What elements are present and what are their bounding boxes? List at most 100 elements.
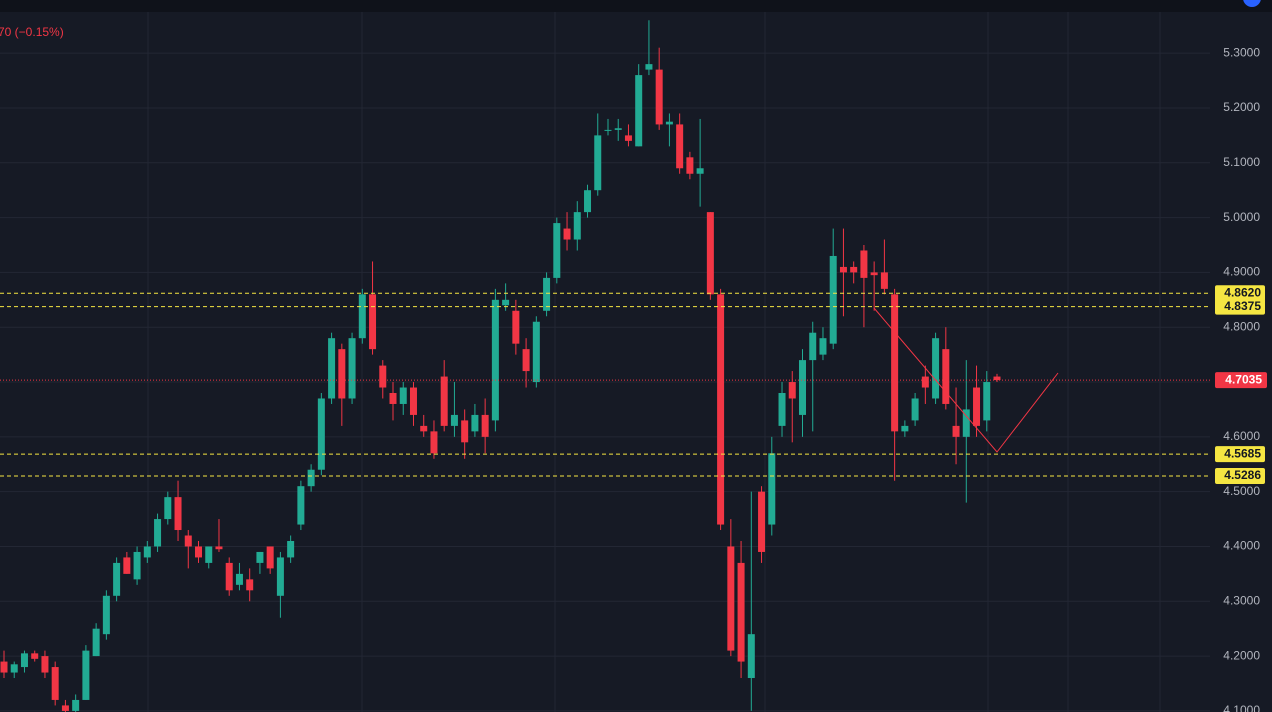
candle-body — [20, 653, 28, 668]
last-price-label: 4.7035 — [1225, 372, 1262, 386]
y-tick-label: 4.3000 — [1223, 593, 1260, 607]
candle-body — [307, 469, 315, 487]
candle-body — [174, 497, 182, 531]
level-label-bg — [1215, 446, 1265, 463]
candle-body — [10, 664, 18, 673]
top-toolbar — [0, 0, 1272, 12]
candle-body — [379, 365, 387, 388]
candle-body — [338, 349, 346, 399]
candle-body — [461, 420, 469, 443]
candle-body — [471, 414, 479, 432]
candle-body — [860, 250, 868, 278]
candle-body — [921, 376, 929, 388]
candle-body — [594, 135, 602, 191]
candle-body — [850, 266, 858, 273]
candle-body — [614, 128, 622, 130]
candle-body — [962, 409, 970, 437]
candle-body — [0, 661, 8, 673]
candle-body — [645, 64, 653, 70]
y-tick-label: 5.1000 — [1223, 155, 1260, 169]
candle-body — [512, 310, 520, 344]
candle-body — [502, 299, 510, 306]
y-tick-label: 5.3000 — [1223, 45, 1260, 59]
candle-body — [737, 562, 745, 662]
candle-body — [348, 338, 356, 399]
candle-body — [92, 628, 100, 657]
y-tick-label: 4.2000 — [1223, 648, 1260, 662]
candle-body — [563, 228, 571, 240]
level-label: 4.5286 — [1224, 468, 1261, 482]
candle-body — [635, 75, 643, 147]
header-change: 70 (−0.15%) — [0, 25, 64, 39]
candle-body — [184, 535, 192, 547]
candle-body — [727, 546, 735, 651]
candle-body — [880, 272, 888, 289]
candle-body — [41, 656, 49, 673]
candle-body — [143, 546, 151, 558]
candle-body — [839, 266, 847, 273]
y-tick-label: 4.5000 — [1223, 484, 1260, 498]
candle-body — [409, 387, 417, 415]
time-grid — [147, 12, 1161, 712]
candle-body — [604, 129, 612, 131]
candle-body — [717, 294, 725, 525]
candle-body — [553, 223, 561, 278]
candle-body — [768, 453, 776, 525]
candle-body — [584, 190, 592, 213]
candle-body — [696, 168, 704, 174]
level-label: 4.8620 — [1224, 285, 1261, 299]
candle-body — [758, 491, 766, 552]
candle-body — [788, 382, 796, 399]
candle-body — [430, 431, 438, 454]
level-label: 4.8375 — [1224, 299, 1261, 313]
candle-body — [440, 376, 448, 426]
plot — [0, 20, 1210, 712]
candle-body — [113, 562, 121, 596]
candle-body — [399, 387, 407, 404]
candle-body — [266, 546, 274, 569]
candle-body — [942, 349, 950, 404]
candle-body — [358, 294, 366, 339]
candle-body — [532, 321, 540, 383]
candle-body — [993, 376, 1001, 381]
candle-body — [624, 135, 632, 141]
candle-body — [328, 338, 336, 399]
candle-body — [573, 212, 581, 240]
candle-body — [891, 294, 899, 432]
last-price-bg — [1215, 372, 1267, 389]
candle-body — [655, 69, 663, 125]
level-label-bg — [1215, 467, 1265, 484]
y-tick-label: 4.6000 — [1223, 429, 1260, 443]
candle-body — [420, 425, 428, 432]
level-label-bg — [1215, 298, 1265, 315]
candle-body — [123, 557, 131, 574]
candle-body — [133, 551, 141, 580]
candle-body — [686, 157, 694, 174]
candle-body — [911, 398, 919, 421]
y-tick-label: 4.4000 — [1223, 539, 1260, 553]
candle-body — [31, 653, 39, 659]
candle-body — [369, 294, 377, 350]
candle-body — [983, 382, 991, 421]
candle-body — [809, 332, 817, 361]
candle-body — [246, 579, 254, 591]
candle-body — [205, 546, 213, 563]
candle-body — [287, 540, 295, 558]
candle-body — [102, 595, 110, 635]
candle-body — [450, 414, 458, 426]
candle-body — [256, 551, 264, 563]
candle-body — [276, 557, 284, 596]
candle-body — [706, 212, 714, 295]
candle-body — [543, 277, 551, 311]
candle-body — [154, 519, 162, 547]
candle-body — [973, 387, 981, 426]
candle-body — [389, 392, 397, 404]
candle-body — [481, 414, 489, 437]
candle-body — [225, 562, 233, 591]
y-tick-label: 4.8000 — [1223, 319, 1260, 333]
candle-body — [491, 299, 499, 421]
level-label-bg — [1215, 285, 1265, 302]
toolbar-icon[interactable] — [1243, 0, 1261, 7]
y-tick-label: 5.0000 — [1223, 210, 1260, 224]
